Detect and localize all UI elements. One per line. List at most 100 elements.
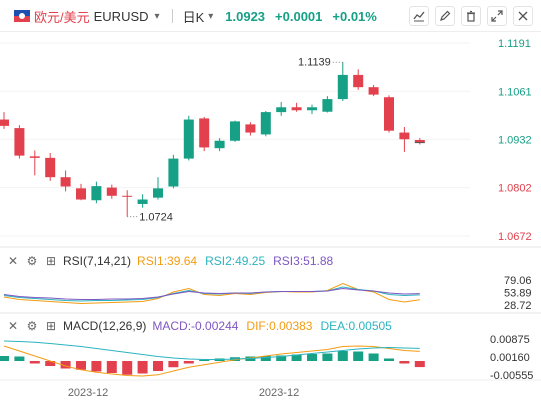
close-icon[interactable] [513, 6, 533, 26]
dea-value: DEA:0.00505 [320, 319, 392, 333]
macd-hist-bar [353, 351, 364, 361]
candle-body [76, 188, 86, 200]
candle-body [91, 186, 102, 201]
chart-line-icon[interactable] [409, 6, 429, 26]
macd-tick-label: 0.00160 [490, 352, 530, 364]
price-change: +0.0001 [275, 8, 323, 24]
symbol-label[interactable]: EURUSD [93, 8, 149, 24]
pair-label[interactable]: 欧元/美元 [34, 9, 90, 25]
rsi-legend: ✕ ⚙ ⊞ RSI(7,14,21) RSI1:39.64 RSI2:49.25… [0, 252, 333, 270]
candle-body [322, 99, 333, 112]
candle-body [0, 119, 9, 126]
candle-body [183, 119, 194, 159]
macd-hist-bar [276, 355, 287, 361]
candle-body [276, 107, 287, 113]
macd-hist-bar [183, 361, 194, 364]
candle-body [122, 195, 133, 197]
macd-tick-label: -0.00555 [490, 370, 533, 382]
macd-hist-bar [260, 356, 271, 361]
macd-hist-bar [14, 356, 25, 361]
macd-hist-bar [168, 361, 179, 368]
price-tick-label: 1.1061 [498, 86, 532, 98]
chevron-down-icon[interactable]: ▾ [154, 10, 160, 22]
macd-hist-bar [106, 361, 117, 373]
macd-hist-bar [414, 361, 425, 368]
rsi-line-1 [3, 282, 420, 305]
candle-body [45, 157, 56, 178]
candle-body [307, 107, 317, 111]
time-tick-label: 2023-12 [68, 387, 108, 399]
macd-hist-bar [291, 354, 302, 361]
candle-body [214, 140, 225, 149]
macd-hist-bar [322, 353, 333, 361]
macd-hist-bar [399, 361, 410, 364]
candle-body [384, 97, 394, 131]
pencil-icon[interactable] [435, 6, 455, 26]
price-change-pct: +0.01% [332, 8, 377, 24]
eu-us-flag-icon [14, 10, 30, 22]
candle-body [14, 128, 25, 156]
candle-body [60, 177, 71, 187]
candle-body [291, 107, 302, 111]
close-indicator-icon[interactable]: ✕ [7, 319, 19, 333]
last-price: 1.0923 [225, 8, 266, 24]
macd-hist-bar [199, 359, 210, 361]
candle-body [337, 74, 348, 100]
rsi2-value: RSI2:49.25 [205, 254, 266, 268]
price-tick-label: 1.0802 [498, 183, 532, 195]
macd-hist-bar [337, 351, 348, 361]
candle-body [106, 187, 117, 196]
macd-value: MACD:-0.00244 [152, 319, 239, 333]
period-selector[interactable]: 日K [182, 9, 205, 25]
dea-line [3, 340, 420, 360]
time-tick-label: 2023-12 [259, 387, 299, 399]
price-tick-label: 1.1191 [498, 38, 531, 50]
price-tick-label: 1.0672 [498, 231, 532, 243]
candle-body [168, 158, 179, 187]
macd-hist-bar [384, 358, 394, 361]
rsi-tick-label: 53.89 [504, 288, 532, 300]
dif-line [3, 345, 420, 377]
chart-header: 欧元/美元 EURUSD ▾ 日K ▾ 1.0923 +0.0001 +0.01… [0, 0, 541, 32]
macd-hist-bar [60, 361, 71, 369]
macd-hist-bar [122, 361, 133, 375]
macd-hist-bar [76, 361, 86, 370]
candle-body [245, 124, 256, 133]
macd-hist-bar [91, 361, 102, 372]
gear-icon[interactable]: ⚙ [26, 319, 38, 333]
trash-icon[interactable] [461, 6, 481, 26]
candle-body [199, 118, 210, 148]
rsi-line-3 [3, 287, 420, 300]
macd-legend: ✕ ⚙ ⊞ MACD(12,26,9) MACD:-0.00244 DIF:0.… [0, 317, 392, 335]
macd-hist-bar [0, 356, 9, 361]
candle-body [353, 74, 364, 88]
candle-body [399, 132, 410, 140]
candle-body [29, 156, 40, 158]
gear-icon[interactable]: ⚙ [26, 254, 38, 268]
macd-tick-label: 0.00875 [490, 334, 530, 346]
macd-hist-bar [307, 354, 317, 361]
macd-indicator-name[interactable]: MACD(12,26,9) [63, 319, 147, 333]
candle-body [137, 199, 148, 204]
rsi-indicator-name[interactable]: RSI(7,14,21) [63, 254, 132, 268]
candle-body [230, 121, 240, 141]
candle-body [368, 87, 379, 95]
rsi1-value: RSI1:39.64 [137, 254, 198, 268]
macd-hist-bar [29, 361, 40, 364]
expand-square-icon[interactable]: ⊞ [45, 254, 57, 268]
expand-square-icon[interactable]: ⊞ [45, 319, 57, 333]
dif-value: DIF:0.00383 [246, 319, 313, 333]
period-chevron-icon[interactable]: ▾ [208, 10, 214, 22]
macd-hist-bar [137, 361, 148, 374]
low-annotation: 1.0724 [139, 212, 173, 224]
rsi-tick-label: 79.06 [504, 275, 532, 287]
candle-body [153, 188, 163, 198]
high-annotation: 1.1139 [298, 56, 331, 68]
expand-icon[interactable] [487, 6, 507, 26]
rsi-tick-label: 28.72 [504, 300, 532, 312]
candle-body [260, 112, 271, 135]
macd-hist-bar [368, 353, 379, 361]
macd-hist-bar [153, 361, 163, 371]
close-indicator-icon[interactable]: ✕ [7, 254, 19, 268]
